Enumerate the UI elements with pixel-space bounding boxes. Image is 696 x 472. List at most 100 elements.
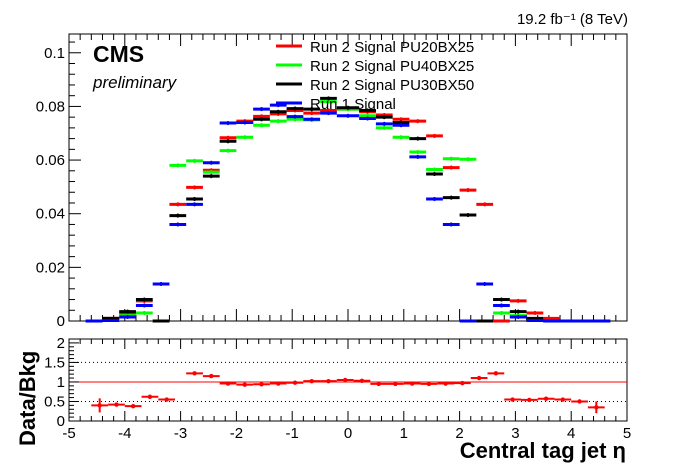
ratio-point: [527, 397, 532, 403]
ratio-point: [560, 397, 566, 402]
ratio-x-tick-label: 4: [567, 425, 575, 442]
bin-marker: [399, 117, 403, 122]
ratio-reference-lines: [69, 361, 627, 402]
ratio-x-tick-label: 0: [344, 425, 352, 442]
ratio-point: [343, 377, 348, 383]
bin-marker: [125, 309, 130, 314]
bin-marker: [449, 165, 454, 170]
bin-marker: [482, 282, 487, 286]
bin-marker: [259, 114, 264, 119]
bin-marker: [382, 122, 387, 126]
bin-marker: [449, 156, 454, 161]
bin-marker: [326, 99, 331, 104]
bin-marker: [399, 123, 403, 127]
legend-label: Run 2 Signal PU40BX25: [310, 58, 474, 75]
bin-marker: [516, 299, 520, 303]
bin-marker: [176, 163, 180, 168]
ratio-point: [309, 378, 314, 384]
bin-marker: [499, 297, 504, 302]
bin-marker: [259, 117, 264, 122]
bin-marker: [516, 309, 520, 314]
bin-marker: [142, 311, 147, 315]
bin-marker: [242, 120, 247, 125]
bin-marker: [365, 116, 370, 121]
ratio-point: [577, 399, 582, 404]
ratio-point: [292, 380, 298, 385]
ratio-y-tick-label: 0.5: [44, 393, 65, 410]
ratio-x-tick-label: -5: [62, 425, 75, 442]
ratio-point: [164, 397, 169, 402]
bin-marker: [226, 148, 230, 153]
bin-marker: [432, 197, 437, 201]
ratio-point: [594, 405, 599, 410]
bin-marker: [176, 202, 180, 207]
ratio-point: [114, 402, 119, 407]
lumi-label: 19.2 fb⁻¹ (8 TeV): [517, 11, 628, 28]
ratio-point: [426, 381, 432, 387]
ratio-x-tick-label: -2: [230, 425, 243, 442]
bin-marker: [346, 105, 350, 110]
x-axis-title: Central tag jet η: [460, 438, 626, 463]
bin-marker: [382, 126, 387, 130]
bin-marker: [226, 121, 230, 125]
bin-marker: [432, 167, 437, 172]
bin-marker: [142, 297, 147, 302]
bin-marker: [293, 117, 297, 122]
ratio-points: [91, 371, 605, 414]
ratio-x-tick-label: -4: [118, 425, 131, 442]
ratio-point: [130, 403, 136, 409]
ratio-y-tick-label: 2: [57, 335, 65, 352]
ratio-y-axis-title: Data/Bkg: [15, 351, 40, 446]
bin-marker: [293, 106, 297, 111]
bin-marker: [415, 155, 420, 159]
bin-marker: [192, 202, 197, 207]
ratio-point: [443, 381, 448, 386]
ratio-y-axis: 0 0.5 1 1.5 2: [44, 335, 79, 430]
bin-marker: [499, 311, 504, 315]
bin-marker: [259, 123, 264, 127]
legend-label: Run 2 Signal PU30BX50: [310, 77, 474, 94]
bin-marker: [449, 222, 454, 227]
ratio-point: [225, 381, 231, 386]
bin-marker: [176, 222, 180, 227]
bin-marker: [192, 159, 197, 163]
bin-marker: [209, 170, 214, 174]
bin-marker: [466, 213, 470, 217]
ratio-x-tick-label: 3: [511, 425, 519, 442]
ratio-point: [510, 397, 515, 402]
bin-marker: [276, 109, 281, 114]
bin-marker: [192, 197, 197, 201]
ratio-point: [359, 378, 365, 383]
ratio-point: [476, 375, 482, 381]
ratio-y-tick-label: 1.5: [44, 354, 65, 371]
ratio-point: [326, 378, 331, 384]
ratio-point: [259, 382, 264, 387]
bin-marker: [382, 115, 387, 119]
main-y-axis: 0 0.02 0.04 0.06 0.08 0.1: [36, 41, 81, 330]
bin-marker: [176, 213, 180, 218]
ratio-y-tick-label: 1: [57, 374, 65, 391]
main-y-tick-label: 0.1: [44, 45, 65, 62]
bin-marker: [399, 135, 403, 140]
bin-marker: [326, 111, 331, 115]
ratio-point: [543, 396, 549, 401]
bin-marker: [326, 108, 331, 113]
bin-marker: [309, 111, 314, 115]
bin-marker: [399, 120, 403, 125]
bin-marker: [533, 311, 537, 315]
bin-marker: [432, 172, 437, 176]
ratio-y-tick-label: 0: [57, 413, 65, 430]
legend: Run 2 Signal PU20BX25 Run 2 Signal PU40BX…: [276, 39, 474, 113]
bin-marker: [326, 96, 331, 101]
ratio-x-tick-label: -1: [286, 425, 299, 442]
legend-label: Run 1 Signal: [310, 96, 396, 113]
ratio-point: [242, 382, 247, 387]
bin-marker: [415, 136, 420, 141]
bin-marker: [365, 114, 370, 118]
legend-label: Run 2 Signal PU20BX25: [310, 39, 474, 56]
ratio-point: [192, 371, 197, 376]
ratio-x-tick-label: 5: [623, 425, 631, 442]
bin-marker: [482, 202, 487, 207]
bin-marker: [159, 282, 163, 286]
